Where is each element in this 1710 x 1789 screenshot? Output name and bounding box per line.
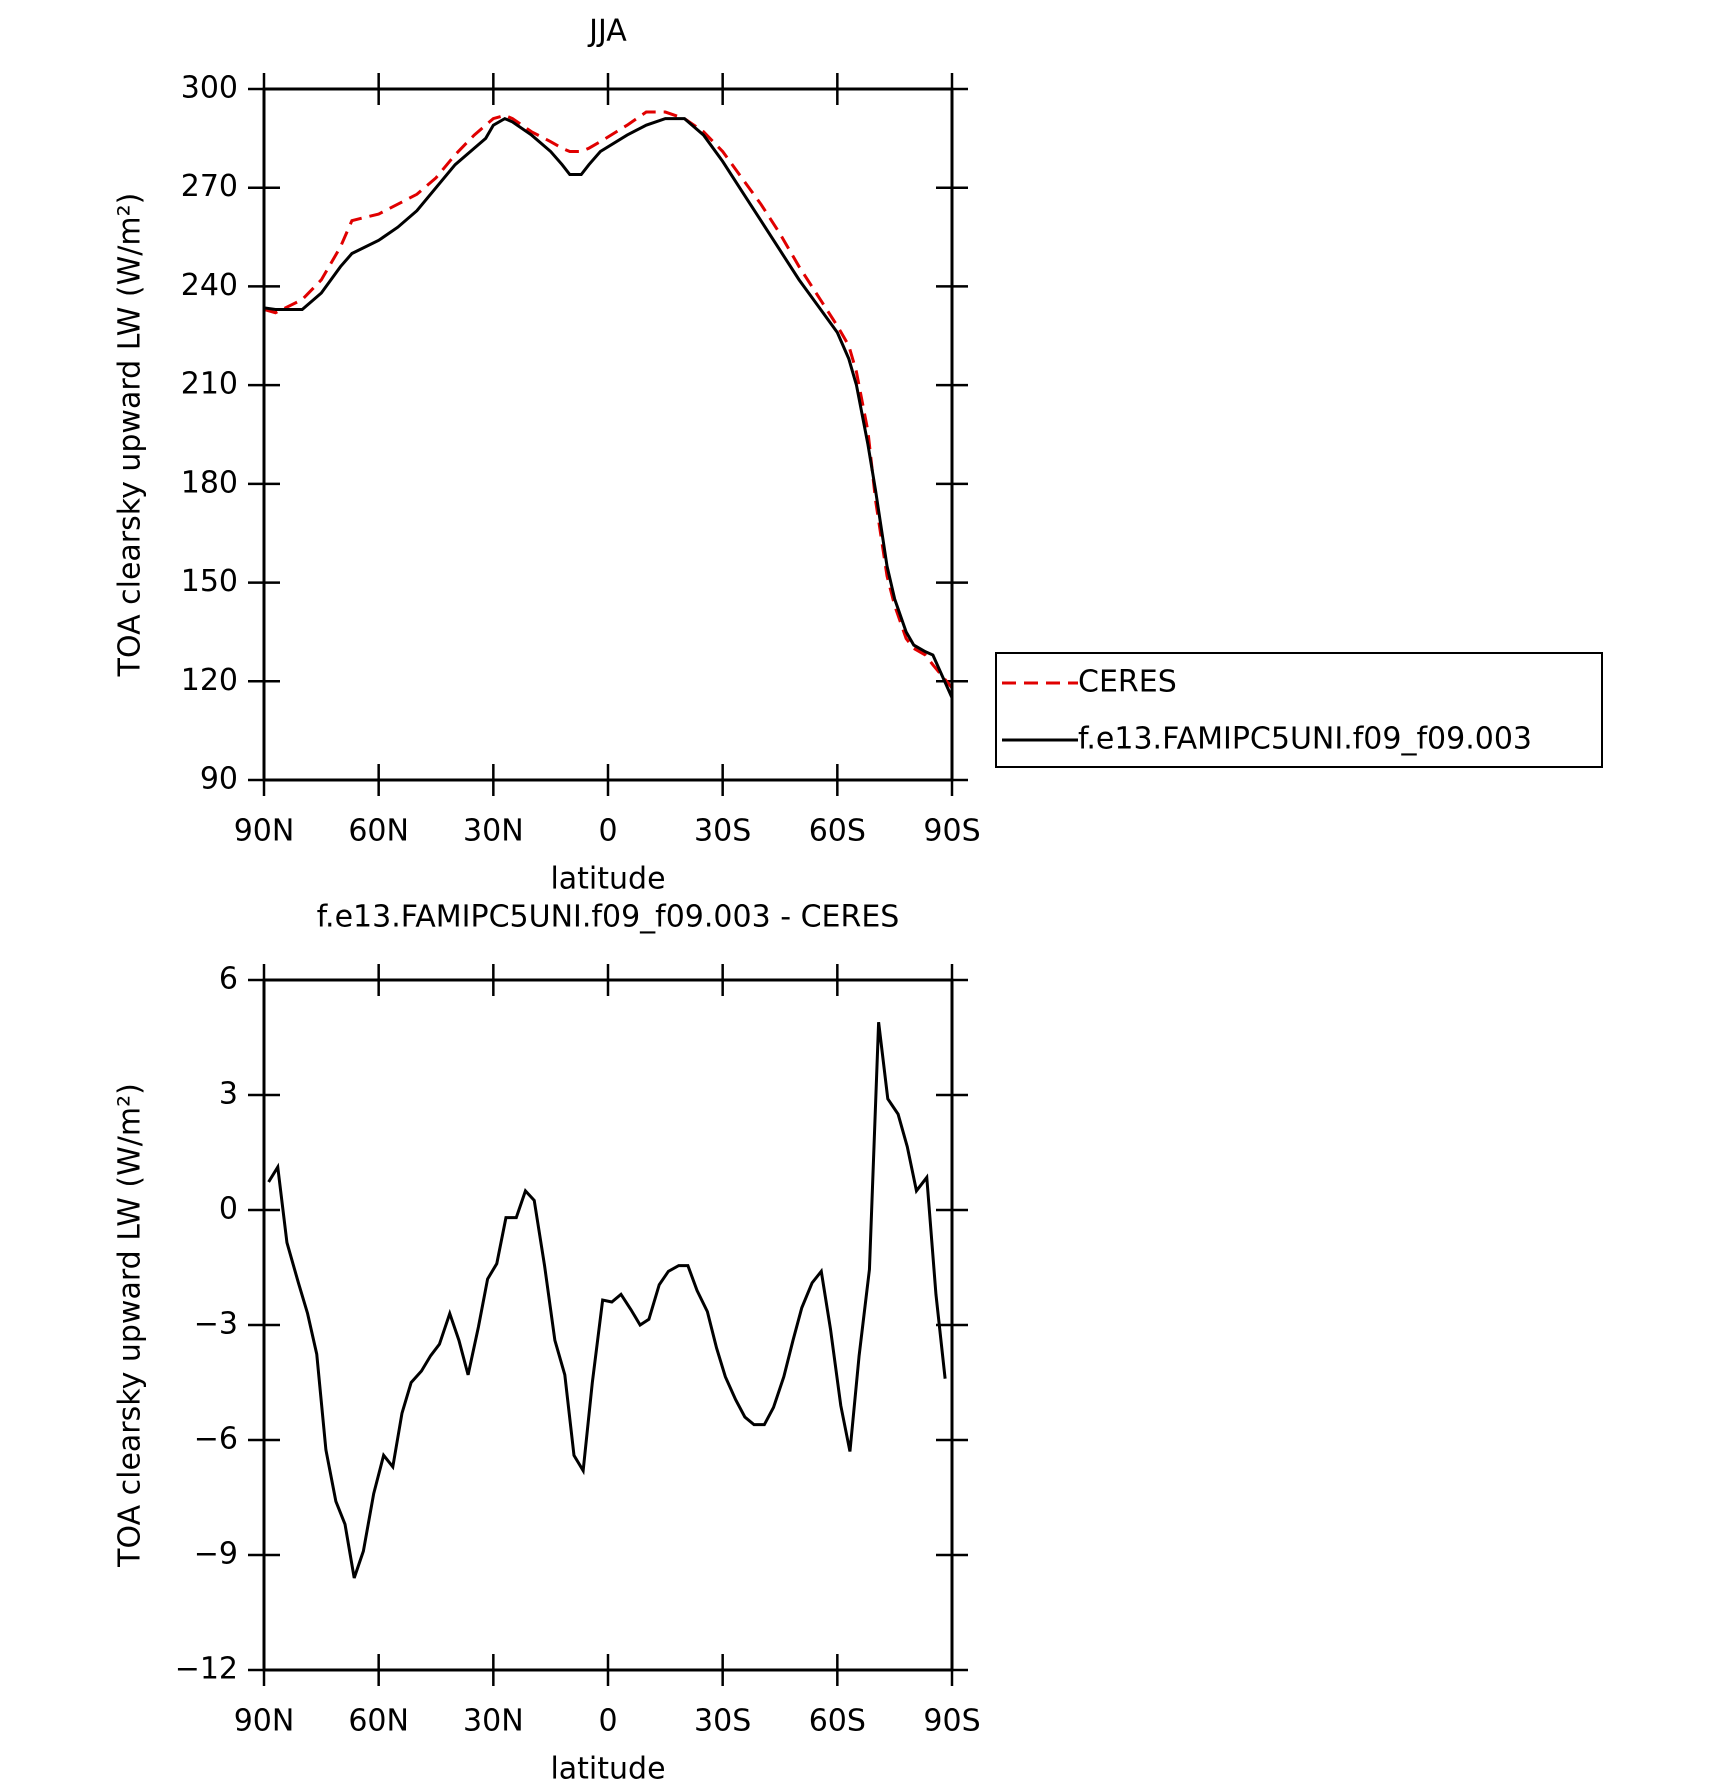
series-line <box>267 1021 947 1579</box>
x-tick-label: 60N <box>348 1704 409 1739</box>
y-tick-label: 120 <box>181 663 238 698</box>
legend-label: f.e13.FAMIPC5UNI.f09_f09.003 <box>1078 722 1532 757</box>
chart-title: f.e13.FAMIPC5UNI.f09_f09.003 - CERES <box>317 900 900 935</box>
y-axis-label: TOA clearsky upward LW (W/m²) <box>113 1083 148 1568</box>
y-tick-label: 150 <box>181 564 238 599</box>
x-tick-label: 0 <box>598 814 617 849</box>
plot-frame <box>262 978 954 1672</box>
x-tick-label: 30N <box>463 1704 524 1739</box>
x-tick-label: 30N <box>463 814 524 849</box>
y-tick-label: 210 <box>181 367 238 402</box>
x-tick-label: 60N <box>348 814 409 849</box>
x-axis-label: latitude <box>550 862 665 897</box>
y-tick-label: 270 <box>181 169 238 204</box>
x-tick-label: 90S <box>923 1704 980 1739</box>
y-tick-label: 0 <box>219 1192 238 1227</box>
series-line <box>263 116 954 699</box>
y-tick-label: 6 <box>219 962 238 997</box>
y-tick-label: 3 <box>219 1077 238 1112</box>
x-tick-label: 90N <box>234 1704 295 1739</box>
x-tick-label: 30S <box>694 1704 751 1739</box>
legend-box <box>995 652 1603 768</box>
y-tick-label: 300 <box>181 71 238 106</box>
x-axis-label: latitude <box>550 1752 665 1787</box>
x-tick-label: 30S <box>694 814 751 849</box>
x-tick-label: 0 <box>598 1704 617 1739</box>
x-tick-label: 90N <box>234 814 295 849</box>
y-tick-label: 180 <box>181 465 238 500</box>
y-tick-label: −12 <box>175 1652 238 1687</box>
x-tick-label: 60S <box>809 1704 866 1739</box>
plot-frame <box>262 87 954 782</box>
chart-title: JJA <box>587 14 627 49</box>
x-tick-label: 60S <box>809 814 866 849</box>
y-tick-label: −6 <box>194 1422 238 1457</box>
y-axis-label: TOA clearsky upward LW (W/m²) <box>113 193 148 678</box>
y-tick-label: 240 <box>181 268 238 303</box>
x-tick-label: 90S <box>923 814 980 849</box>
y-tick-label: 90 <box>200 762 238 797</box>
y-tick-label: −3 <box>194 1307 238 1342</box>
legend-label: CERES <box>1078 665 1177 700</box>
series-line <box>263 110 954 689</box>
y-tick-label: −9 <box>194 1537 238 1572</box>
